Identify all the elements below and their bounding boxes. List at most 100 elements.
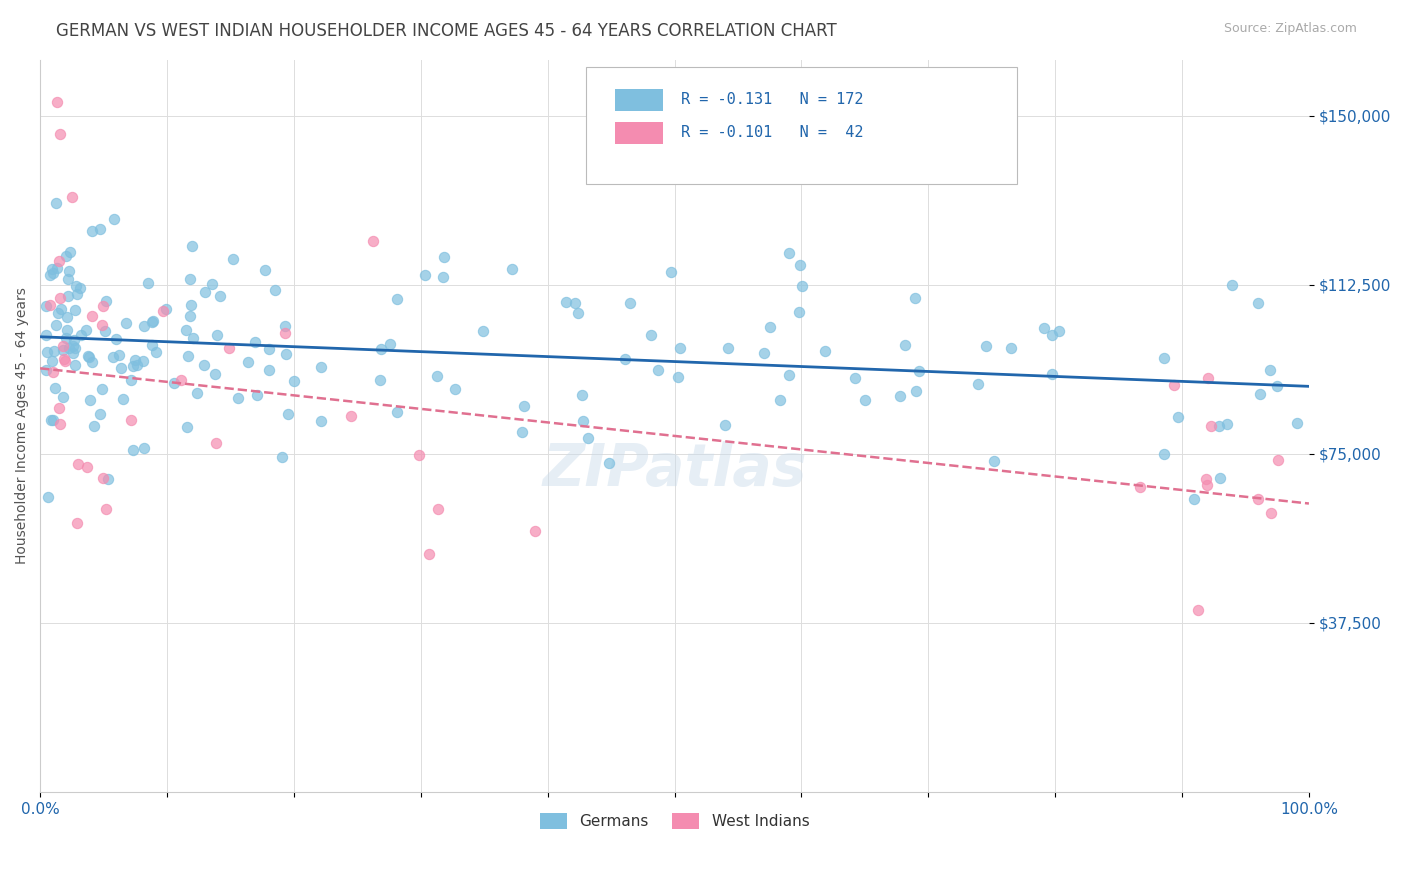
Point [111,392,134,406]
Point [120,413,142,427]
Point [769,393,792,408]
Point [666,370,689,384]
Point [186,386,208,401]
Point [48,401,70,416]
Point [56,323,79,337]
Point [44,343,66,358]
Point [201,277,224,292]
Point [59,244,82,259]
Point [789,258,811,272]
Point [245,388,267,402]
Point [1216,417,1239,431]
Point [426,368,449,383]
Point [136,277,159,291]
Point [1267,452,1289,467]
Point [141,338,163,352]
Point [713,418,735,433]
Point [967,377,990,392]
Point [759,320,782,334]
Point [66,458,89,472]
Point [273,326,295,340]
Point [814,344,837,359]
Point [65,341,87,355]
Point [39,268,62,282]
Point [97,472,120,486]
Point [75,323,97,337]
Point [361,234,384,248]
Point [1199,419,1222,434]
Point [56,310,79,324]
Point [853,392,876,407]
Point [1042,327,1064,342]
Point [370,343,392,357]
Point [37,344,59,359]
Point [60,190,83,204]
Point [46,306,69,320]
Point [89,222,111,236]
Text: Source: ZipAtlas.com: Source: ZipAtlas.com [1223,22,1357,36]
Point [194,285,217,300]
Point [1153,351,1175,366]
Point [65,279,87,293]
Point [115,316,138,330]
Point [145,344,167,359]
Point [513,399,536,413]
Point [387,405,409,419]
Point [1182,491,1205,506]
Text: R = -0.131   N = 172: R = -0.131 N = 172 [681,92,863,107]
Point [572,414,595,428]
Point [432,269,454,284]
Point [76,460,98,475]
Point [134,442,156,456]
Point [170,373,193,387]
Point [44,381,66,395]
Point [91,471,114,485]
Point [1129,479,1152,493]
Point [647,363,669,377]
Point [218,341,240,355]
Point [1260,362,1282,376]
Point [108,348,131,362]
Point [62,339,84,353]
Point [125,358,148,372]
Point [65,358,87,372]
Point [309,360,332,375]
Point [42,266,65,280]
Point [58,342,80,356]
Point [82,310,104,324]
Point [1047,324,1070,338]
Point [413,268,436,283]
Point [103,212,125,227]
Point [555,295,578,310]
Point [56,288,79,302]
Point [274,346,297,360]
Point [41,365,63,379]
Point [983,454,1005,468]
Point [208,289,231,303]
Point [893,338,915,352]
Point [564,296,586,310]
Point [132,354,155,368]
Point [77,350,100,364]
Point [69,328,91,343]
Point [471,325,494,339]
Point [501,262,523,277]
Point [264,283,287,297]
Point [613,351,636,366]
Point [598,456,620,470]
Point [120,373,142,387]
Point [45,318,67,332]
Point [53,352,76,367]
Point [1153,447,1175,461]
Point [1260,506,1282,520]
Point [66,287,89,301]
Point [49,417,72,431]
Point [1265,379,1288,393]
Point [181,331,204,345]
Text: R = -0.101   N =  42: R = -0.101 N = 42 [681,125,863,140]
Point [669,341,692,355]
Point [35,363,58,377]
Point [257,363,280,377]
Point [45,95,67,110]
Point [41,261,63,276]
